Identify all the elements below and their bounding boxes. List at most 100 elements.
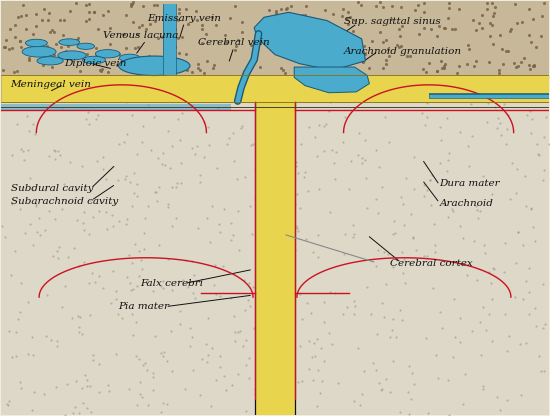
Point (309, 376, 317, 383)
Point (527, 206, 536, 212)
Point (191, 151, 200, 157)
Point (468, 327, 477, 334)
Point (205, 239, 214, 245)
Point (58, 105, 67, 112)
Point (438, 324, 447, 331)
Point (529, 16, 537, 22)
Point (51, 384, 60, 391)
Point (302, 2, 311, 9)
Point (487, 21, 496, 28)
Point (202, 31, 211, 37)
Point (349, 222, 358, 228)
Point (73, 36, 81, 43)
Point (490, 3, 499, 10)
Point (517, 59, 526, 65)
Point (464, 45, 473, 52)
Point (295, 343, 304, 349)
Point (341, 231, 350, 238)
Point (345, 186, 354, 193)
Point (398, 249, 407, 255)
Point (128, 311, 136, 317)
Point (103, 7, 112, 14)
Point (40, 390, 49, 397)
Text: Emissary vein: Emissary vein (147, 14, 222, 22)
Point (202, 58, 211, 64)
Point (305, 366, 314, 373)
Point (241, 173, 250, 180)
Point (530, 304, 539, 311)
Point (100, 81, 109, 88)
Point (291, 163, 300, 169)
Point (1, 234, 9, 240)
Point (47, 337, 56, 344)
Point (462, 61, 471, 68)
Point (180, 385, 189, 392)
Point (95, 273, 103, 280)
Point (144, 202, 152, 209)
Point (506, 196, 515, 203)
Point (396, 4, 405, 10)
Point (442, 168, 451, 175)
Point (522, 340, 531, 347)
Text: Diploic vein: Diploic vein (64, 59, 126, 68)
Point (79, 400, 88, 407)
Point (532, 44, 541, 50)
Point (513, 166, 521, 172)
Point (499, 101, 508, 107)
Point (0, 43, 9, 50)
Point (324, 50, 333, 57)
Point (82, 17, 91, 24)
Ellipse shape (59, 39, 80, 45)
Point (163, 128, 172, 135)
Point (72, 378, 81, 385)
Point (91, 53, 100, 59)
Point (250, 195, 259, 201)
Point (411, 89, 420, 95)
Point (155, 184, 163, 191)
Point (437, 82, 446, 88)
Point (240, 307, 249, 313)
Point (386, 389, 394, 396)
Point (19, 184, 28, 191)
Point (230, 157, 239, 164)
Point (78, 163, 86, 169)
Point (242, 337, 251, 344)
Point (368, 94, 377, 101)
Point (426, 177, 435, 183)
Point (503, 111, 512, 118)
Point (138, 76, 146, 82)
Point (10, 74, 19, 80)
Point (177, 159, 185, 166)
Point (485, 58, 493, 65)
Point (353, 345, 362, 352)
Point (278, 113, 287, 120)
Point (167, 368, 176, 374)
Point (498, 61, 507, 67)
Point (241, 362, 250, 369)
Point (376, 0, 384, 5)
Point (25, 127, 34, 134)
Point (304, 29, 313, 36)
Point (159, 278, 168, 285)
Point (281, 69, 290, 76)
Point (53, 343, 62, 349)
Point (75, 410, 84, 416)
Point (359, 59, 367, 65)
Point (10, 34, 19, 40)
Point (191, 295, 200, 302)
Point (321, 21, 329, 27)
Point (358, 160, 367, 166)
Point (48, 54, 57, 61)
Point (30, 131, 39, 138)
Point (69, 410, 78, 416)
Point (125, 252, 134, 259)
Point (314, 121, 323, 128)
Point (424, 59, 433, 66)
Point (230, 313, 239, 320)
Point (16, 384, 25, 391)
Point (425, 177, 434, 183)
Point (126, 287, 135, 294)
Point (481, 327, 490, 333)
Point (103, 226, 112, 233)
Point (404, 363, 413, 369)
